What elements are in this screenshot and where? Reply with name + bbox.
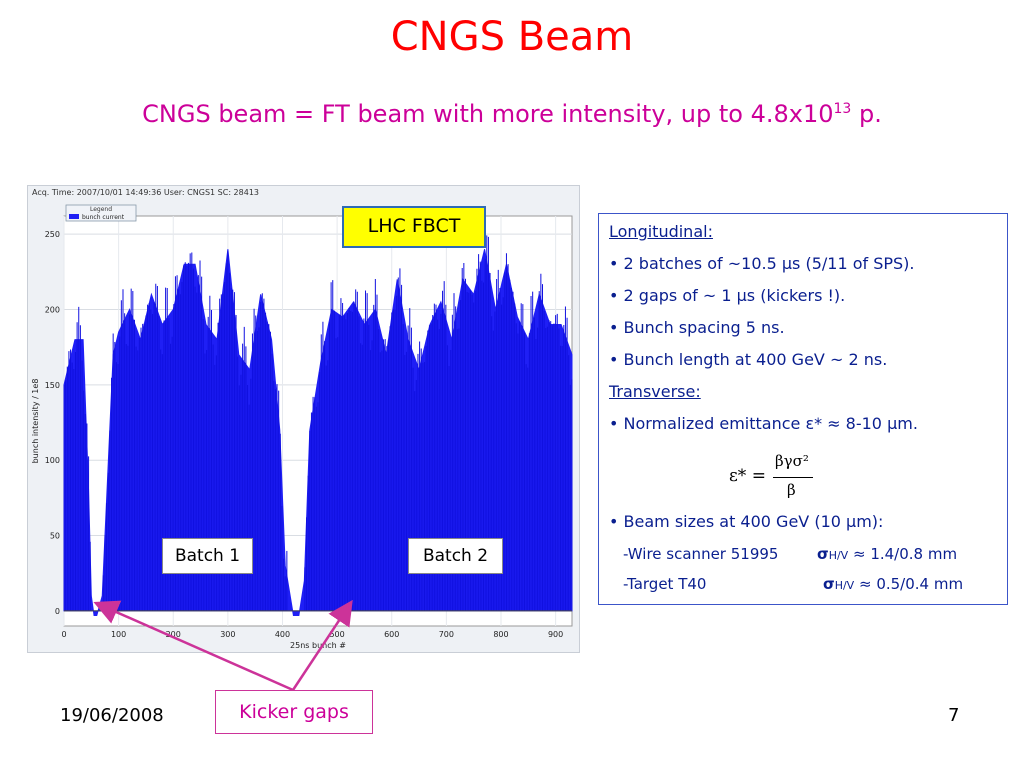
subtitle-exponent: 13 [833, 101, 852, 117]
formula-denominator: β [787, 481, 796, 499]
formula-lhs: ε* = [729, 466, 766, 486]
y-axis-label: bunch intensity / 1e8 [31, 379, 40, 464]
slide-title: CNGS Beam [390, 14, 634, 60]
legend-swatch [69, 214, 79, 219]
x-tick-label: 200 [166, 630, 181, 639]
subtitle-suffix: p. [851, 100, 882, 128]
info-line-gaps: • 2 gaps of ~ 1 μs (kickers !). [609, 286, 846, 305]
legend-title: Legend [90, 206, 112, 213]
formula-numerator: βγσ² [775, 452, 809, 470]
target-sub: H/V [834, 579, 855, 592]
chart-canvas: Acq. Time: 2007/10/01 14:49:36 User: CNG… [31, 188, 573, 650]
y-tick-label: 50 [50, 532, 60, 541]
longitudinal-heading: Longitudinal: [609, 222, 713, 241]
wire-val: ≈ 1.4/0.8 mm [852, 545, 958, 563]
kicker-arrow-right [291, 599, 353, 691]
chart-header: Acq. Time: 2007/10/01 14:49:36 User: CNG… [32, 188, 259, 197]
wire-sigma: σ [817, 545, 829, 563]
target-sigma: σ [823, 575, 835, 593]
x-tick-label: 800 [493, 630, 508, 639]
page-number: 7 [948, 705, 960, 726]
x-tick-label: 500 [329, 630, 344, 639]
beam-info-panel: Longitudinal: • 2 batches of ~10.5 μs (5… [598, 213, 1008, 605]
x-tick-label: 400 [275, 630, 290, 639]
x-tick-label: 600 [384, 630, 399, 639]
lhc-fbct-label: LHC FBCT [342, 206, 486, 248]
y-tick-label: 150 [45, 381, 60, 390]
target-value: σH/V ≈ 0.5/0.4 mm [823, 575, 963, 593]
info-line-beam-sizes: • Beam sizes at 400 GeV (10 μm): [609, 512, 884, 531]
kicker-gaps-label: Kicker gaps [215, 690, 373, 734]
batch-1-label: Batch 1 [162, 538, 253, 574]
wire-scanner-value: σH/V ≈ 1.4/0.8 mm [817, 545, 957, 563]
kicker-arrow-left [93, 600, 294, 692]
x-axis-label: 25ns bunch # [290, 641, 346, 650]
batch-2-label: Batch 2 [408, 538, 503, 574]
y-tick-label: 200 [45, 305, 60, 314]
bunch-current-chart: Acq. Time: 2007/10/01 14:49:36 User: CNG… [27, 185, 580, 653]
x-tick-label: 0 [61, 630, 66, 639]
x-tick-label: 700 [439, 630, 454, 639]
x-tick-label: 100 [111, 630, 126, 639]
wire-scanner-label: -Wire scanner 51995 [623, 545, 779, 563]
y-tick-label: 100 [45, 456, 60, 465]
info-line-batches: • 2 batches of ~10.5 μs (5/11 of SPS). [609, 254, 915, 273]
y-tick-label: 250 [45, 230, 60, 239]
target-val: ≈ 0.5/0.4 mm [858, 575, 964, 593]
y-tick-label: 0 [55, 607, 60, 616]
info-line-emittance: • Normalized emittance ε* ≈ 8-10 μm. [609, 414, 918, 433]
info-line-length: • Bunch length at 400 GeV ~ 2 ns. [609, 350, 888, 369]
transverse-heading: Transverse: [609, 382, 701, 401]
legend-entry: bunch current [82, 214, 125, 221]
footer-date: 19/06/2008 [60, 705, 164, 726]
legend-box [65, 204, 137, 222]
emittance-formula: ε* = βγσ² β [729, 446, 819, 506]
x-tick-label: 300 [220, 630, 235, 639]
formula-fraction-bar [773, 477, 813, 478]
wire-sub: H/V [828, 549, 849, 562]
info-line-spacing: • Bunch spacing 5 ns. [609, 318, 785, 337]
slide-subtitle: CNGS beam = FT beam with more intensity,… [0, 100, 1024, 128]
target-label: -Target T40 [623, 575, 707, 593]
subtitle-text: CNGS beam = FT beam with more intensity,… [142, 100, 834, 128]
x-tick-label: 900 [548, 630, 563, 639]
